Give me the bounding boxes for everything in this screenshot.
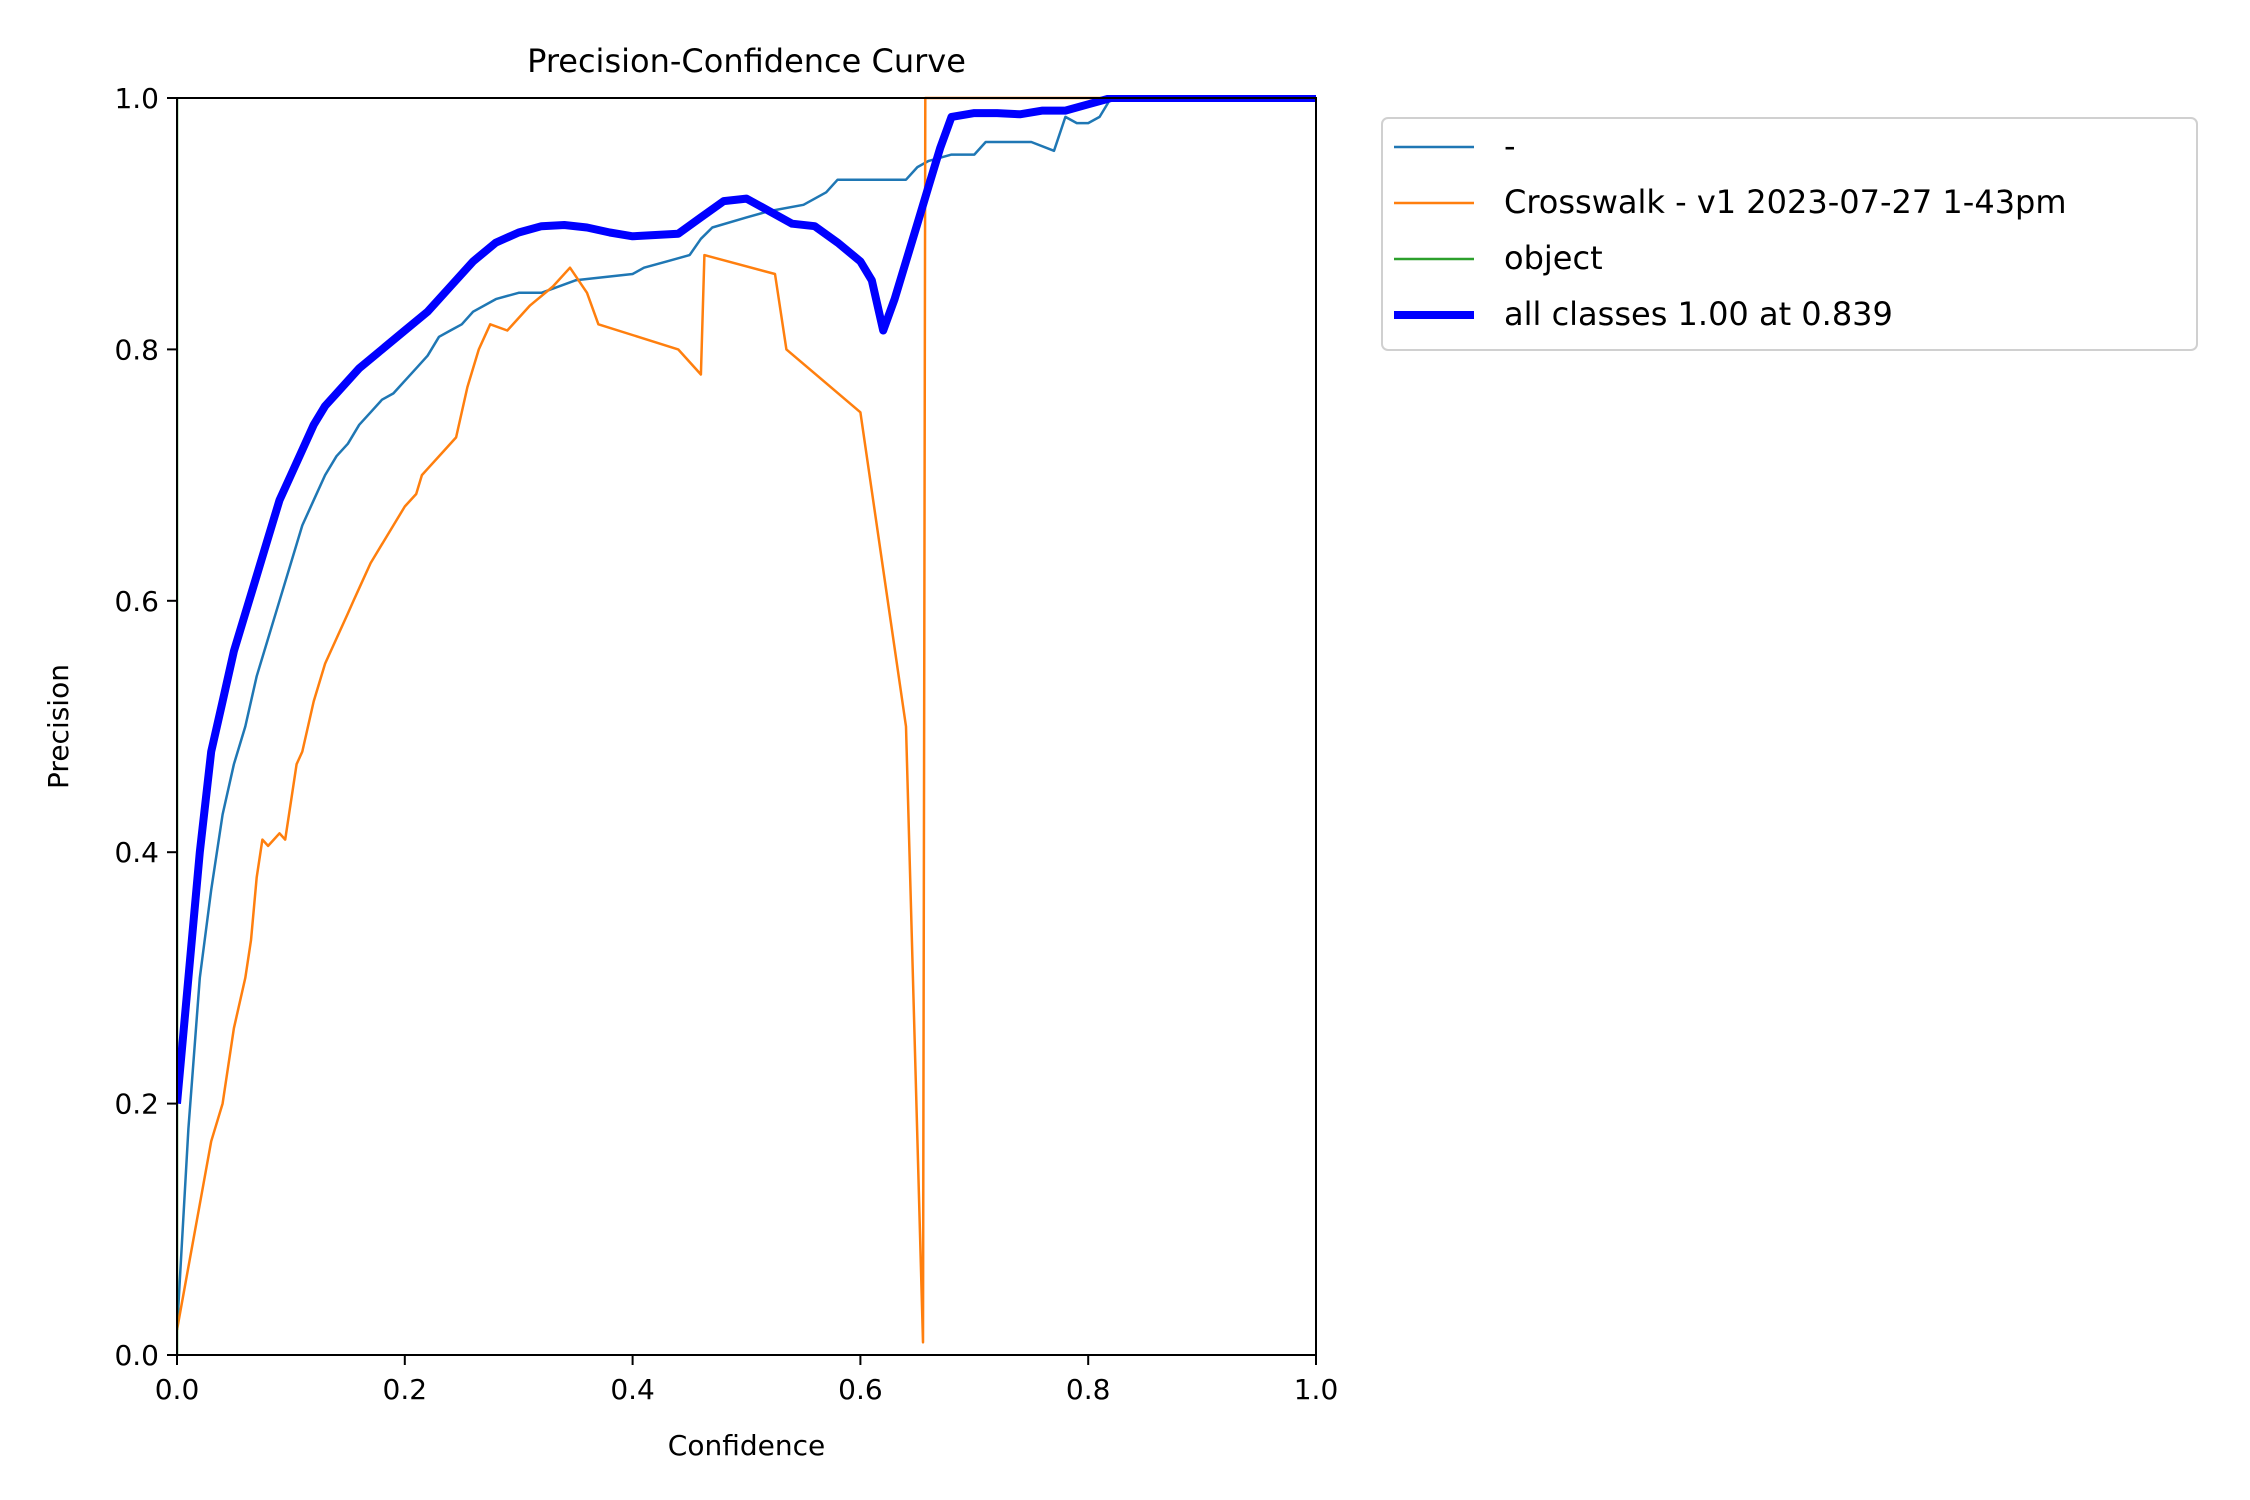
x-tick-label-2: 0.4 (610, 1373, 655, 1406)
series-lines (177, 95, 1316, 1355)
y-axis-label: Precision (42, 664, 75, 789)
y-tick-label-1: 0.2 (114, 1088, 159, 1121)
series-line-1-crosswalk-v1-2023-07-27-1-43pm (177, 96, 1316, 1344)
plot-frame (176, 97, 1317, 1356)
x-axis-label: Confidence (668, 1429, 825, 1462)
y-tick-label-2: 0.4 (114, 836, 159, 869)
legend-label-0: - (1504, 127, 1516, 165)
legend-label-2: object (1504, 239, 1603, 277)
legend-label-1: Crosswalk - v1 2023-07-27 1-43pm (1504, 183, 2067, 221)
x-tick-label-5: 1.0 (1294, 1373, 1339, 1406)
legend: - Crosswalk - v1 2023-07-27 1-43pm object a… (1381, 117, 2198, 351)
y-tick-label-5: 1.0 (114, 82, 159, 115)
y-tick-label-3: 0.6 (114, 585, 159, 618)
plot-area: 0.0 0.2 0.4 0.6 0.8 1.0 0.0 0.2 0.4 0.6 0.8 1.0 (114, 82, 1338, 1406)
x-tick-label-0: 0.0 (155, 1373, 200, 1406)
chart-title: Precision-Confidence Curve (527, 42, 966, 80)
y-tick-label-0: 0.0 (114, 1339, 159, 1372)
x-tick-label-3: 0.6 (838, 1373, 883, 1406)
ticks: 0.0 0.2 0.4 0.6 0.8 1.0 0.0 0.2 0.4 0.6 0.8 1.0 (114, 82, 1338, 1406)
series-line-0-dash (177, 96, 1316, 1330)
series-line-3-all-classes-1-00-at-0-839 (177, 95, 1316, 1104)
x-tick-label-1: 0.2 (383, 1373, 428, 1406)
x-tick-label-4: 0.8 (1066, 1373, 1111, 1406)
legend-label-3: all classes 1.00 at 0.839 (1504, 295, 1893, 333)
y-tick-label-4: 0.8 (114, 333, 159, 366)
legend-box (1381, 117, 2198, 351)
